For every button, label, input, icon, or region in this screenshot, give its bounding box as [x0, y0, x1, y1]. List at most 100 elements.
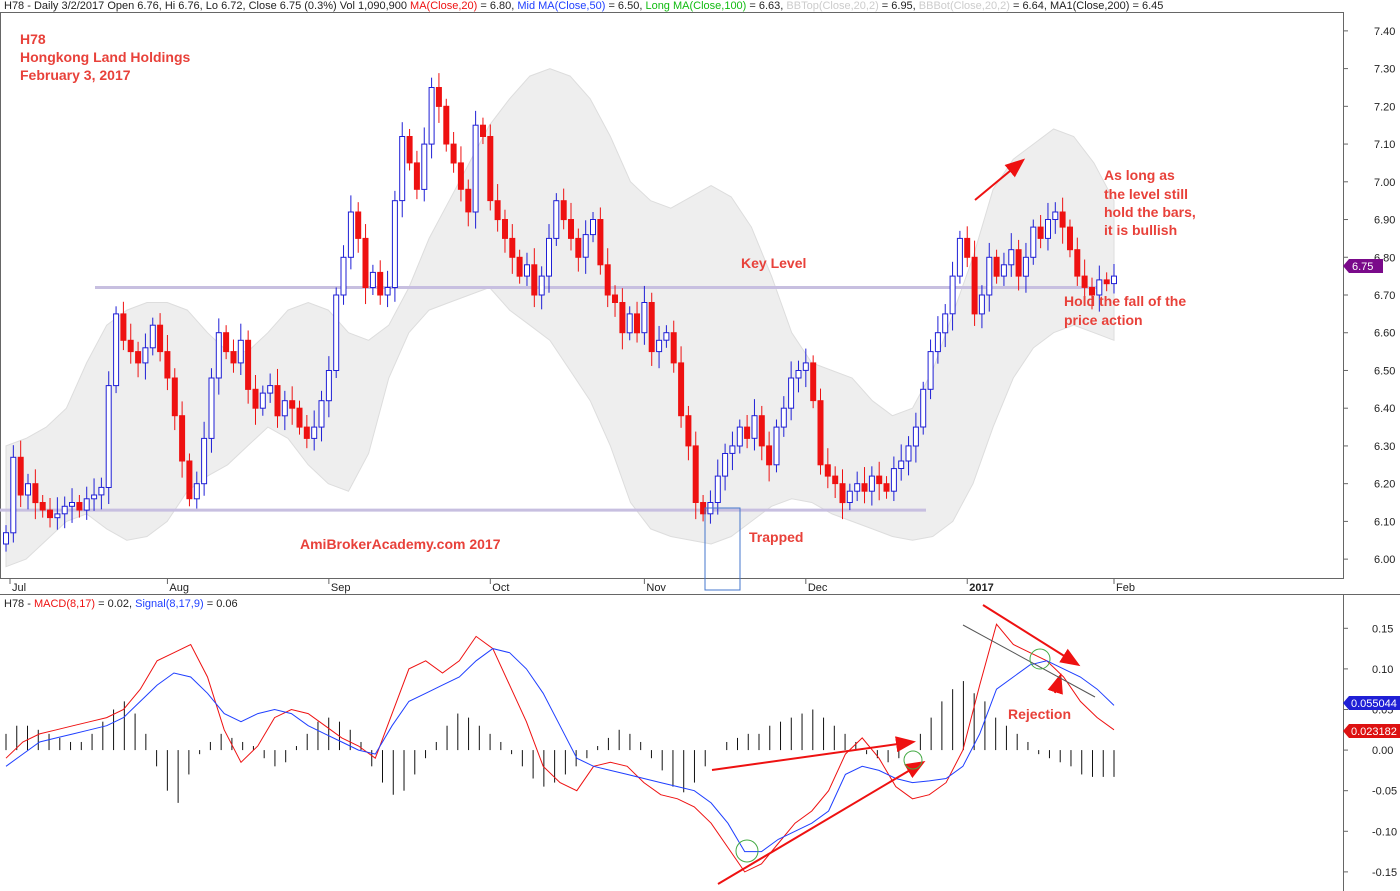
candle-body: [839, 483, 846, 504]
candle-body: [369, 271, 376, 288]
candle-body: [237, 339, 244, 364]
candle-body: [934, 332, 941, 353]
macd-lines: [5, 623, 1115, 873]
candle-body: [10, 456, 17, 534]
rejection-arrow: [1047, 673, 1063, 695]
price-tag-text: 6.75: [1352, 261, 1373, 273]
date-tick-label: 2017: [969, 582, 993, 594]
candle-body: [340, 256, 347, 296]
candle-body: [956, 237, 963, 277]
candle-body: [135, 351, 142, 364]
candle-body: [1074, 249, 1081, 277]
candle-body: [259, 392, 266, 409]
candle-body: [303, 426, 310, 439]
price-tick-label: 6.90: [1374, 215, 1395, 227]
title-date: February 3, 2017: [20, 67, 131, 83]
price-tick-label: 7.00: [1374, 177, 1395, 189]
key-level-label: Key Level: [741, 255, 806, 271]
candle-body: [883, 483, 890, 492]
candle-body: [912, 426, 919, 447]
candle-body: [1096, 279, 1103, 296]
crossover-circle-jan: [1029, 648, 1051, 670]
candle-body: [964, 237, 971, 258]
candle-body: [274, 385, 281, 417]
candle-body: [832, 475, 839, 485]
candle-body: [25, 483, 31, 496]
candle-body: [722, 453, 729, 477]
candle-body: [846, 490, 853, 504]
header-run: MACD(8,17): [34, 598, 95, 610]
signal-line: [5, 648, 1115, 853]
candle-body: [854, 483, 861, 492]
candle-body: [788, 377, 795, 409]
candle-body: [729, 445, 736, 454]
candle-body: [105, 385, 112, 489]
candle-body: [597, 219, 604, 266]
candle-body: [978, 294, 985, 315]
candle-body: [186, 460, 193, 500]
header-run: H78 - Daily 3/2/2017 Open 6.76, Hi 6.76,…: [4, 0, 410, 12]
candle-body: [428, 87, 435, 145]
candle-body: [817, 400, 824, 466]
crossover-circle-dec: [903, 750, 923, 770]
candle-body: [1052, 211, 1059, 220]
price-tick-label: 7.10: [1374, 139, 1395, 151]
candlesticks: [3, 73, 1117, 552]
candle-body: [810, 362, 817, 402]
candle-body: [795, 370, 802, 379]
candle-body: [971, 256, 978, 315]
candle-body: [656, 339, 663, 353]
date-tick-label: Oct: [492, 582, 509, 594]
candle-body: [773, 426, 780, 466]
price-tick-label: 6.40: [1374, 403, 1395, 415]
candle-body: [927, 351, 934, 390]
crossover-circle-nov: [735, 839, 759, 863]
hold-note-line-1: Hold the fall of the: [1064, 293, 1186, 309]
macd-arrow-top: [982, 604, 1081, 667]
candle-body: [465, 188, 472, 213]
title-symbol: H78: [20, 31, 46, 47]
candle-body: [83, 498, 90, 511]
header-run: = 6.63,: [746, 0, 786, 12]
macd-line: [5, 623, 1115, 873]
candle-body: [245, 339, 252, 390]
macd-trend-line: [962, 624, 1096, 698]
bullish-note-line-1: As long as: [1104, 167, 1175, 183]
candle-body: [91, 494, 98, 500]
candle-body: [281, 400, 288, 417]
hold-note-line-2: price action: [1064, 312, 1143, 328]
macd-tick-label: 0.00: [1372, 745, 1393, 757]
bullish-note-line-3: hold the bars,: [1104, 204, 1196, 220]
candle-body: [311, 426, 318, 439]
header-run: = 6.80,: [477, 0, 517, 12]
candle-body: [1015, 249, 1022, 277]
price-trend-arrow: [974, 158, 1026, 201]
candle-body: [223, 332, 230, 353]
candle-body: [780, 407, 787, 428]
macd-tick-label: 0.15: [1372, 623, 1393, 635]
date-tick-label: Aug: [169, 582, 189, 594]
price-tick-label: 6.70: [1374, 290, 1395, 302]
candle-body: [391, 200, 398, 288]
candle-body: [876, 475, 883, 485]
date-tick-label: Feb: [1116, 582, 1135, 594]
header-run: MA(Close,20): [410, 0, 477, 12]
candle-body: [296, 407, 303, 428]
macd-histogram: [5, 681, 1115, 803]
candle-body: [252, 388, 259, 409]
volatility-band-layer: [5, 68, 1115, 568]
candle-body: [634, 313, 640, 334]
candle-body: [421, 143, 428, 190]
candle-body: [641, 302, 648, 334]
candle-body: [443, 105, 450, 145]
candle-body: [942, 313, 949, 334]
candle-body: [868, 475, 875, 492]
candle-body: [347, 211, 354, 258]
candle-body: [1022, 256, 1029, 277]
date-axis: Jul Aug Sep Oct Nov Dec 2017 Feb: [9, 578, 1135, 594]
macd-tick-label: 0.10: [1372, 664, 1393, 676]
candle-body: [553, 200, 560, 239]
date-tick-label: Dec: [808, 582, 828, 594]
candle-body: [399, 136, 406, 202]
